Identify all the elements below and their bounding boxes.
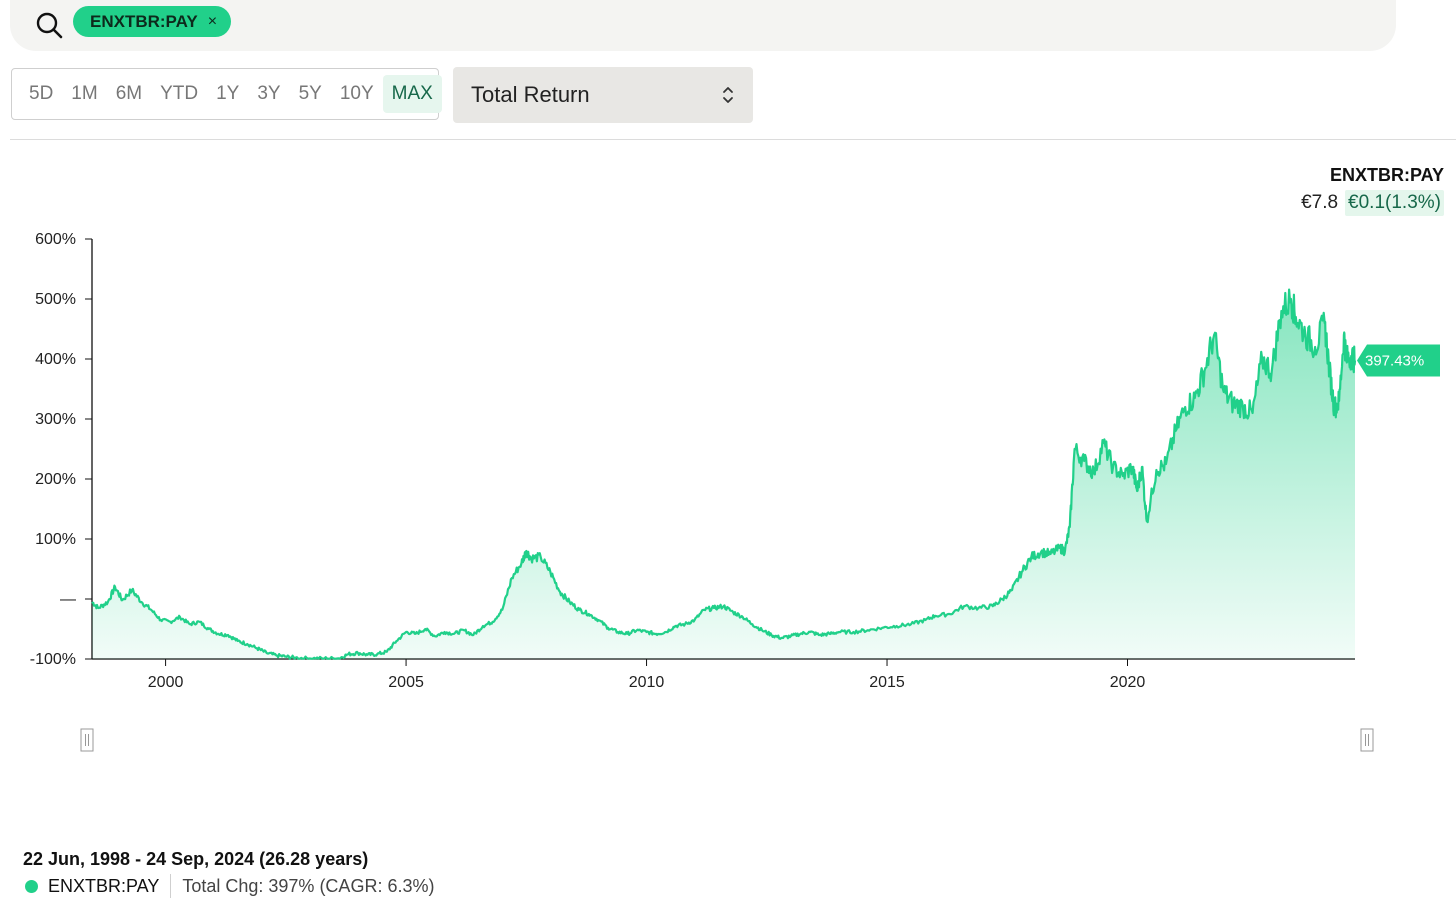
x-tick-label: 2005 [388, 674, 424, 691]
y-tick-label: 500% [35, 291, 76, 308]
x-tick-label: 2000 [148, 674, 184, 691]
range-button-ytd[interactable]: YTD [160, 83, 199, 104]
range-button-3y[interactable]: 3Y [257, 83, 281, 104]
date-range-summary: 22 Jun, 1998 - 24 Sep, 2024 (26.28 years… [23, 849, 369, 869]
series-dot-icon [25, 879, 38, 893]
x-tick-label: 2010 [629, 674, 665, 691]
footer-legend: ENXTBR:PAY Total Chg: 397% (CAGR: 6.3%) [25, 874, 434, 898]
range-button-10y[interactable]: 10Y [339, 83, 374, 104]
y-tick-label: 100% [35, 531, 76, 548]
chevron-up-down-icon [723, 87, 733, 103]
metric-select[interactable]: Total Return [453, 67, 753, 123]
metric-select-value: Total Return [471, 82, 590, 107]
divider [10, 139, 1456, 140]
y-tick-label: 300% [35, 411, 76, 428]
range-button-1m[interactable]: 1M [71, 83, 98, 104]
series-area [92, 289, 1355, 659]
range-button-6m[interactable]: 6M [115, 83, 143, 104]
search-icon[interactable] [34, 10, 64, 40]
range-handle-right[interactable] [1360, 728, 1374, 752]
y-tick-label: — [60, 591, 76, 608]
ticker-chip[interactable]: ENXTBR:PAY × [73, 6, 232, 37]
range-button-max[interactable]: MAX [382, 75, 442, 113]
y-tick-label: -100% [30, 651, 76, 668]
last-value-badge: 397.43% [1357, 344, 1440, 377]
total-change: Total Chg: 397% (CAGR: 6.3%) [182, 875, 435, 896]
y-tick-label: 600% [35, 231, 76, 248]
legend-change: €0.1(1.3%) [1345, 190, 1444, 216]
search-bar: ENXTBR:PAY × [10, 0, 1396, 51]
x-tick-label: 2015 [869, 674, 905, 691]
range-button-1y[interactable]: 1Y [216, 83, 240, 104]
time-range-selector: 5D 1M 6M YTD 1Y 3Y 5Y 10Y MAX [11, 68, 442, 120]
total-return-chart: 600% 500% 400% 300% 200% 100% — -100% 2000 2005 20… [30, 231, 1440, 752]
range-button-5d[interactable]: 5D [29, 83, 54, 104]
ticker-chip-label: ENXTBR:PAY [90, 11, 198, 31]
separator [170, 874, 172, 898]
y-tick-label: 400% [35, 351, 76, 368]
series-line [91, 288, 1357, 660]
chart-legend: ENXTBR:PAY €7.8 €0.1(1.3%) [1301, 165, 1444, 216]
x-tick-label: 2020 [1110, 674, 1146, 691]
footer-ticker: ENXTBR:PAY [48, 875, 160, 896]
y-tick-label: 200% [35, 471, 76, 488]
legend-ticker: ENXTBR:PAY [1329, 165, 1444, 185]
last-value-label: 397.43% [1365, 353, 1424, 370]
close-icon[interactable]: × [207, 12, 218, 30]
range-handle-left[interactable] [80, 728, 94, 752]
range-button-5y[interactable]: 5Y [298, 83, 322, 104]
legend-price: €7.8 [1301, 192, 1339, 213]
